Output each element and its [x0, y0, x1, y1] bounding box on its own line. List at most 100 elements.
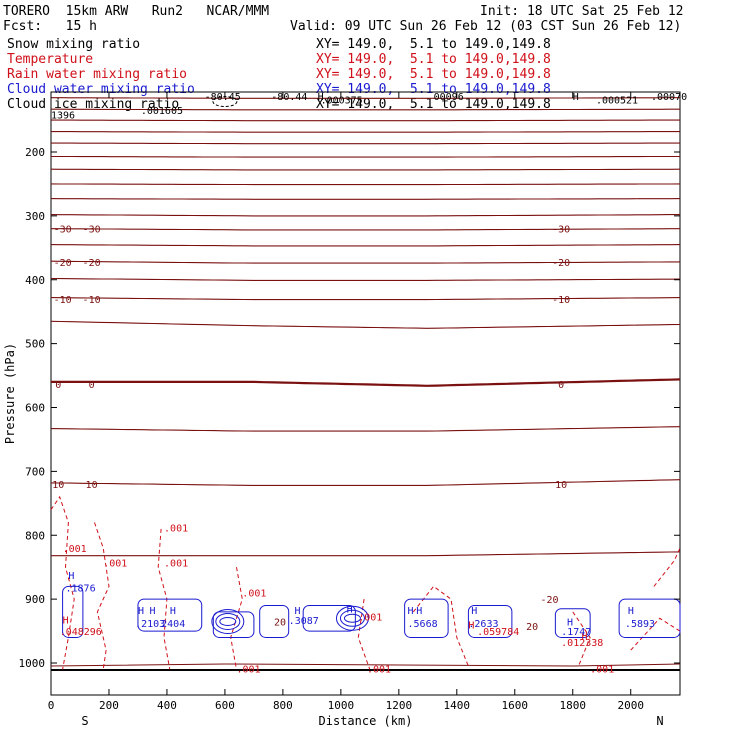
cloud-water-contour — [302, 605, 356, 632]
isotherm-line — [51, 228, 680, 231]
temperature-label: -20 — [552, 258, 570, 269]
cloud-water-contour — [339, 609, 365, 627]
cloud-water-label: H — [170, 606, 176, 617]
snow-ice-label: .000375 — [321, 96, 363, 107]
cloud-water-label: H — [294, 606, 300, 617]
south-end-label: S — [81, 714, 88, 728]
rain-label: .059784 — [477, 627, 519, 638]
x-tick-label: 0 — [48, 699, 55, 712]
isotherm-line — [51, 155, 680, 158]
y-tick-label: 300 — [25, 210, 45, 223]
isotherm-line — [51, 131, 680, 133]
cloud-water-label: .2103 — [135, 619, 165, 630]
cloud-water-label: H — [416, 606, 422, 617]
rain-label: .048296 — [60, 627, 102, 638]
isotherm-line — [50, 426, 681, 432]
forecast-hour: Fcst: 15 h — [3, 19, 97, 34]
rain-contour — [94, 522, 110, 670]
isotherm-line — [51, 378, 681, 387]
cloud-water-label: H — [138, 606, 144, 617]
cloud-water-label: .5668 — [408, 619, 438, 630]
isotherm-line — [51, 142, 680, 145]
isotherm-line — [50, 198, 681, 200]
cloud-water-label: .2633 — [468, 619, 498, 630]
temperature-label: -30 — [552, 225, 570, 236]
rain-label: .001 — [164, 524, 188, 535]
isotherm-line — [50, 168, 681, 171]
rain-label: H — [63, 616, 69, 627]
y-tick-label: 1000 — [19, 657, 46, 670]
temperature-label: 10 — [86, 480, 98, 491]
cloud-water-label: H — [408, 606, 414, 617]
cloud-water-contour — [554, 608, 591, 638]
x-tick-label: 1800 — [560, 699, 587, 712]
legend-cloud-water: Cloud water mixing ratio — [7, 82, 195, 97]
y-axis-title: Pressure (hPa) — [3, 343, 17, 444]
legend-cloud-water-xy: XY= 149.0, 5.1 to 149.0,149.8 — [316, 82, 551, 97]
legend-rain: Rain water mixing ratio — [7, 67, 188, 82]
cloud-water-contour — [219, 616, 237, 626]
x-axis-title: Distance (km) — [319, 714, 413, 728]
isotherm-line — [50, 244, 681, 247]
isotherm-line — [51, 119, 680, 122]
cloud-water-label: H — [471, 606, 477, 617]
isotherm-line — [50, 663, 681, 667]
cloud-water-contour — [343, 613, 361, 623]
temperature-label: -30 — [54, 225, 72, 236]
cloud-water-label: H — [150, 606, 156, 617]
rain-contour — [653, 547, 681, 587]
cloud-water-contour — [212, 611, 255, 638]
x-tick-label: 1400 — [444, 699, 471, 712]
cloud-water-contour — [259, 605, 290, 638]
y-tick-label: 900 — [25, 593, 45, 606]
isotherm-line — [51, 108, 680, 111]
rain-contour — [50, 495, 75, 670]
temperature-label: -10 — [54, 295, 72, 306]
x-tick-label: 1000 — [328, 699, 355, 712]
cloud-water-label: .5893 — [625, 619, 655, 630]
snow-ice-label: .00070 — [651, 92, 687, 103]
x-tick-label: 2000 — [617, 699, 644, 712]
cloud-water-contour — [211, 608, 245, 634]
isotherm-line — [51, 551, 681, 557]
cloud-water-contour — [467, 605, 513, 638]
cloud-water-contour — [335, 605, 369, 631]
rain-label: .012338 — [561, 638, 603, 649]
init-time: Init: 18 UTC Sat 25 Feb 12 — [480, 4, 684, 19]
cloud-water-label: 2404 — [161, 619, 185, 630]
cloud-water-label: H — [567, 617, 573, 628]
x-tick-label: 1600 — [502, 699, 529, 712]
x-tick-label: 800 — [273, 699, 293, 712]
snow-ice-label: H — [318, 92, 324, 103]
isotherm-line — [51, 97, 680, 99]
temperature-label: 20 — [274, 617, 286, 628]
cloud-water-contour — [618, 598, 681, 638]
rain-contour — [630, 617, 681, 651]
isotherm-line — [50, 297, 681, 301]
isotherm-line — [50, 479, 681, 486]
rain-contour — [230, 567, 243, 670]
rain-label: .001 — [590, 665, 614, 676]
snow-ice-label: .001605 — [141, 106, 183, 117]
temperature-label: 20 — [526, 622, 538, 633]
model-title: TORERO 15km ARW Run2 NCAR/MMM — [3, 4, 270, 19]
snow-ice-label: H — [573, 92, 579, 103]
legend-cloud-ice-xy: XY= 149.0, 5.1 to 149.0,149.8 — [316, 97, 551, 112]
legend-cloud-ice: Cloud ice mixing ratio — [7, 97, 180, 112]
y-tick-label: 200 — [25, 146, 45, 159]
y-tick-label: 800 — [25, 529, 45, 542]
rain-contour — [357, 599, 371, 670]
legend-temperature-xy: XY= 149.0, 5.1 to 149.0,149.8 — [316, 52, 551, 67]
rain-label: .001 — [103, 559, 127, 570]
temperature-label: 10 — [555, 480, 567, 491]
temperature-label: -20 — [54, 258, 72, 269]
x-tick-label: 400 — [157, 699, 177, 712]
legend-rain-xy: XY= 149.0, 5.1 to 149.0,149.8 — [316, 67, 551, 82]
snow-ice-label: -80.44 — [271, 92, 307, 103]
rain-label: .001 — [164, 559, 188, 570]
snow-ice-label: 00096 — [434, 92, 464, 103]
cloud-water-contour — [137, 598, 203, 632]
cloud-water-label: .1747 — [561, 627, 591, 638]
cloud-water-label: H — [347, 605, 353, 616]
legend-snow: Snow mixing ratio — [7, 37, 141, 52]
